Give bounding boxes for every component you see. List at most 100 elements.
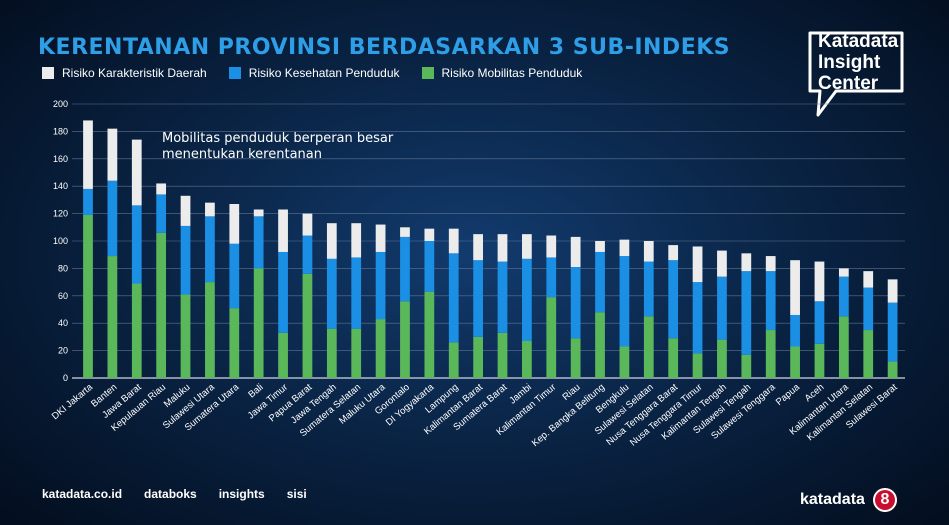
bar-segment-daerah	[424, 228, 435, 241]
bar-segment-daerah	[643, 241, 654, 262]
bar-segment-mobilitas	[253, 268, 264, 378]
bar-segment-daerah	[570, 236, 581, 268]
chart-legend: Risiko Karakteristik Daerah Risiko Keseh…	[42, 66, 582, 80]
bar-segment-mobilitas	[814, 343, 825, 378]
bar-segment-daerah	[887, 279, 898, 303]
legend-swatch-daerah	[42, 67, 54, 79]
bar-segment-kesehatan	[473, 260, 483, 337]
bar-segment-daerah	[375, 224, 386, 252]
bar-segment-mobilitas	[131, 283, 142, 378]
bar-segment-kesehatan	[863, 287, 874, 331]
y-tick-label: 160	[53, 154, 68, 164]
bar-segment-daerah	[326, 223, 337, 259]
bar-segment-daerah	[522, 234, 532, 259]
footer-brand-insights: insights	[218, 487, 265, 501]
footer-katadata-wordmark: katadata	[800, 491, 865, 508]
bar-segment-mobilitas	[473, 336, 483, 378]
bar-segment-daerah	[83, 120, 93, 189]
bar-segment-kesehatan	[351, 257, 362, 329]
bar-segment-mobilitas	[229, 308, 240, 378]
bar-segment-mobilitas	[522, 341, 532, 378]
y-tick-label: 180	[53, 126, 68, 136]
x-tick-label: Papua	[774, 381, 803, 408]
bar-segment-mobilitas	[424, 291, 435, 378]
bar-segment-daerah	[448, 228, 459, 254]
bar-segment-mobilitas	[765, 330, 776, 378]
logo-line-3: Center	[818, 73, 879, 94]
logo-line-2: Insight	[818, 52, 881, 73]
bar-segment-mobilitas	[863, 330, 874, 378]
bar-segment-daerah	[741, 253, 752, 272]
bar-segment-kesehatan	[375, 251, 386, 320]
bar-segment-kesehatan	[156, 194, 167, 233]
bar-segment-daerah	[229, 204, 240, 244]
bar-segment-daerah	[765, 256, 776, 272]
bar-segment-mobilitas	[180, 294, 191, 378]
bar-segment-mobilitas	[741, 354, 752, 378]
bar-segment-kesehatan	[131, 205, 142, 284]
bar-segment-daerah	[473, 234, 483, 261]
bar-segment-daerah	[838, 268, 849, 277]
bar-segment-daerah	[814, 261, 825, 302]
bar-segment-daerah	[668, 245, 679, 261]
bar-segment-kesehatan	[424, 241, 435, 292]
legend-label-kesehatan: Risiko Kesehatan Penduduk	[248, 66, 400, 80]
y-tick-label: 60	[58, 291, 68, 301]
logo-text: Katadata Insight Center	[818, 31, 898, 94]
legend-item-daerah: Risiko Karakteristik Daerah	[42, 66, 207, 80]
bar-segment-kesehatan	[253, 216, 264, 269]
bar-segment-daerah	[205, 202, 215, 217]
bar-segment-kesehatan	[595, 251, 605, 313]
bar-segment-daerah	[546, 235, 557, 258]
bar-segment-daerah	[400, 227, 410, 237]
bar-segment-mobilitas	[717, 339, 727, 378]
bar-segment-mobilitas	[838, 316, 849, 378]
bar-segment-mobilitas	[351, 328, 362, 378]
bar-segment-mobilitas	[302, 273, 313, 378]
y-tick-label: 140	[53, 181, 68, 191]
y-tick-label: 200	[53, 99, 68, 109]
footer-brand-databoks: databoks	[144, 487, 197, 501]
y-tick-label: 100	[53, 236, 68, 246]
bar-segment-kesehatan	[448, 253, 459, 343]
bar-segment-daerah	[717, 250, 727, 277]
bar-segment-kesehatan	[546, 257, 557, 298]
bar-segment-kesehatan	[205, 216, 215, 283]
y-tick-label: 20	[58, 346, 68, 356]
bar-segment-daerah	[595, 241, 605, 252]
legend-item-mobilitas: Risiko Mobilitas Penduduk	[421, 66, 582, 80]
anniversary-8-icon: 8	[872, 488, 897, 512]
bar-segment-kesehatan	[522, 258, 532, 342]
y-tick-label: 80	[58, 263, 68, 273]
bar-segment-kesehatan	[838, 276, 849, 317]
bar-segment-mobilitas	[692, 353, 703, 378]
bar-segment-daerah	[131, 139, 142, 206]
bar-segment-mobilitas	[278, 332, 288, 378]
bar-segment-kesehatan	[741, 271, 752, 355]
legend-swatch-kesehatan	[228, 67, 241, 79]
bar-segment-kesehatan	[497, 261, 508, 333]
bar-segment-kesehatan	[814, 301, 825, 344]
bar-segment-kesehatan	[278, 251, 288, 333]
legend-swatch-mobilitas	[421, 67, 434, 79]
bar-segment-kesehatan	[887, 302, 898, 362]
bar-segment-daerah	[180, 195, 191, 226]
bar-segment-kesehatan	[790, 314, 800, 347]
bar-segment-kesehatan	[400, 236, 410, 302]
bar-segment-mobilitas	[619, 346, 630, 378]
bar-segment-daerah	[253, 209, 264, 217]
bar-segment-kesehatan	[229, 243, 240, 309]
legend-label-daerah: Risiko Karakteristik Daerah	[62, 66, 207, 80]
bar-segment-mobilitas	[375, 319, 386, 378]
bar-segment-daerah	[351, 223, 362, 258]
bar-segment-mobilitas	[156, 232, 167, 378]
bar-segment-daerah	[302, 213, 313, 236]
bar-segment-mobilitas	[595, 312, 605, 378]
bar-segment-daerah	[619, 239, 630, 257]
legend-item-kesehatan: Risiko Kesehatan Penduduk	[228, 66, 400, 80]
bar-segment-mobilitas	[107, 256, 118, 378]
bar-segment-kesehatan	[570, 267, 581, 339]
bar-segment-daerah	[107, 128, 118, 181]
bar-segment-mobilitas	[570, 338, 581, 378]
